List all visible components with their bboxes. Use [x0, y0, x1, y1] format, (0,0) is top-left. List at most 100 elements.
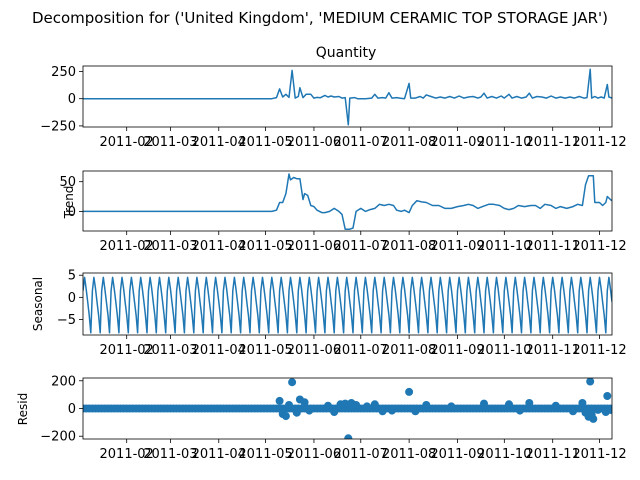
resid-point: [330, 408, 339, 416]
resid-point: [388, 406, 396, 415]
resid-panel: Resid 2000−2002011-022011-032011-042011-…: [16, 374, 627, 462]
resid-point: [281, 412, 290, 421]
observed-xtick-label: 2011-04: [192, 135, 246, 150]
resid-point: [275, 396, 284, 405]
trend-ylabel: Trend: [62, 186, 76, 220]
resid-point: [447, 402, 456, 411]
resid-point: [480, 399, 488, 408]
resid-xtick-label: 2011-02: [100, 447, 154, 462]
resid-xtick-label: 2011-12: [572, 447, 626, 462]
resid-point: [352, 401, 361, 409]
resid-points: [83, 378, 612, 439]
observed-xtick-label: 2011-06: [287, 135, 341, 150]
trend-series-line: [83, 173, 612, 230]
trend-xtick-label: 2011-03: [143, 239, 197, 254]
resid-point: [285, 401, 293, 409]
resid-point: [515, 406, 524, 415]
observed-xtick-label: 2011-10: [477, 135, 531, 150]
trend-ytick-label: 50: [59, 175, 76, 190]
observed-xtick-label: 2011-03: [143, 135, 197, 150]
resid-ytick-label: −200: [40, 430, 76, 445]
resid-point: [505, 400, 513, 409]
observed-series-line: [83, 68, 612, 126]
trend-xtick-label: 2011-07: [334, 239, 388, 254]
resid-point: [422, 401, 431, 409]
resid-xtick-label: 2011-07: [334, 447, 388, 462]
trend-panel: Trend 5002011-022011-032011-042011-05201…: [59, 170, 627, 254]
resid-point: [589, 414, 598, 423]
resid-ylabel: Resid: [16, 393, 30, 425]
trend-xtick-label: 2011-10: [477, 239, 531, 254]
resid-ytick-label: 0: [68, 402, 76, 417]
trend-xtick-label: 2011-08: [382, 239, 436, 254]
trend-ytick-label: 0: [68, 205, 76, 220]
resid-xtick-label: 2011-11: [526, 447, 580, 462]
resid-point: [305, 406, 314, 415]
resid-point: [300, 398, 309, 407]
observed-xtick-label: 2011-11: [526, 135, 580, 150]
seasonal-ylabel: Seasonal: [31, 277, 45, 331]
resid-point: [594, 405, 602, 414]
observed-xtick-label: 2011-12: [572, 135, 626, 150]
seasonal-xtick-label: 2011-09: [430, 343, 484, 358]
resid-xtick-label: 2011-09: [430, 447, 484, 462]
seasonal-xtick-label: 2011-06: [287, 343, 341, 358]
resid-xtick-label: 2011-10: [477, 447, 531, 462]
resid-point: [292, 408, 301, 417]
seasonal-xtick-label: 2011-04: [192, 343, 246, 358]
figure-suptitle: Decomposition for ('United Kingdom', 'ME…: [32, 9, 608, 27]
resid-point: [324, 401, 332, 410]
resid-point: [405, 387, 414, 396]
resid-point: [344, 434, 353, 439]
observed-xtick-label: 2011-05: [238, 135, 292, 150]
resid-point: [569, 407, 577, 416]
observed-axes-frame: [82, 65, 613, 128]
resid-xtick-label: 2011-06: [287, 447, 341, 462]
seasonal-xtick-label: 2011-11: [526, 343, 580, 358]
seasonal-ytick-label: 5: [68, 269, 76, 284]
resid-point: [378, 407, 387, 416]
resid-point: [586, 378, 595, 386]
seasonal-xtick-label: 2011-10: [477, 343, 531, 358]
resid-point: [578, 399, 587, 407]
observed-xtick-label: 2011-08: [382, 135, 436, 150]
seasonal-xtick-label: 2011-05: [238, 343, 292, 358]
seasonal-xtick-label: 2011-08: [382, 343, 436, 358]
seasonal-xtick-label: 2011-02: [100, 343, 154, 358]
resid-ytick-label: 200: [51, 374, 76, 389]
resid-point: [606, 405, 612, 414]
observed-panel: Quantity 2500−2502011-022011-032011-0420…: [40, 45, 626, 150]
resid-xtick-label: 2011-04: [192, 447, 246, 462]
resid-point: [363, 402, 371, 411]
trend-xtick-label: 2011-04: [192, 239, 246, 254]
seasonal-xtick-label: 2011-03: [143, 343, 197, 358]
resid-xtick-label: 2011-03: [143, 447, 197, 462]
resid-point: [341, 399, 350, 408]
resid-xtick-label: 2011-05: [238, 447, 292, 462]
seasonal-xtick-label: 2011-12: [572, 343, 626, 358]
resid-point: [411, 407, 420, 416]
seasonal-ytick-label: 0: [68, 291, 76, 306]
resid-xtick-label: 2011-08: [382, 447, 436, 462]
seasonal-xtick-label: 2011-07: [334, 343, 388, 358]
trend-xtick-label: 2011-09: [430, 239, 484, 254]
observed-panel-title: Quantity: [316, 45, 377, 61]
seasonal-axes-frame: [82, 272, 613, 336]
observed-xtick-label: 2011-09: [430, 135, 484, 150]
resid-point: [288, 378, 297, 387]
trend-xtick-label: 2011-02: [100, 239, 154, 254]
trend-xtick-label: 2011-05: [238, 239, 292, 254]
observed-ytick-label: 0: [68, 92, 76, 107]
trend-xtick-label: 2011-06: [287, 239, 341, 254]
observed-ytick-label: 250: [51, 65, 76, 80]
seasonal-ytick-label: −5: [57, 313, 76, 328]
trend-xtick-label: 2011-12: [572, 239, 626, 254]
resid-point: [603, 392, 612, 400]
observed-ytick-label: −250: [40, 119, 76, 134]
trend-axes-frame: [82, 170, 613, 232]
resid-point: [525, 399, 534, 407]
trend-xtick-label: 2011-11: [526, 239, 580, 254]
resid-point: [370, 400, 379, 409]
resid-point: [551, 401, 560, 410]
